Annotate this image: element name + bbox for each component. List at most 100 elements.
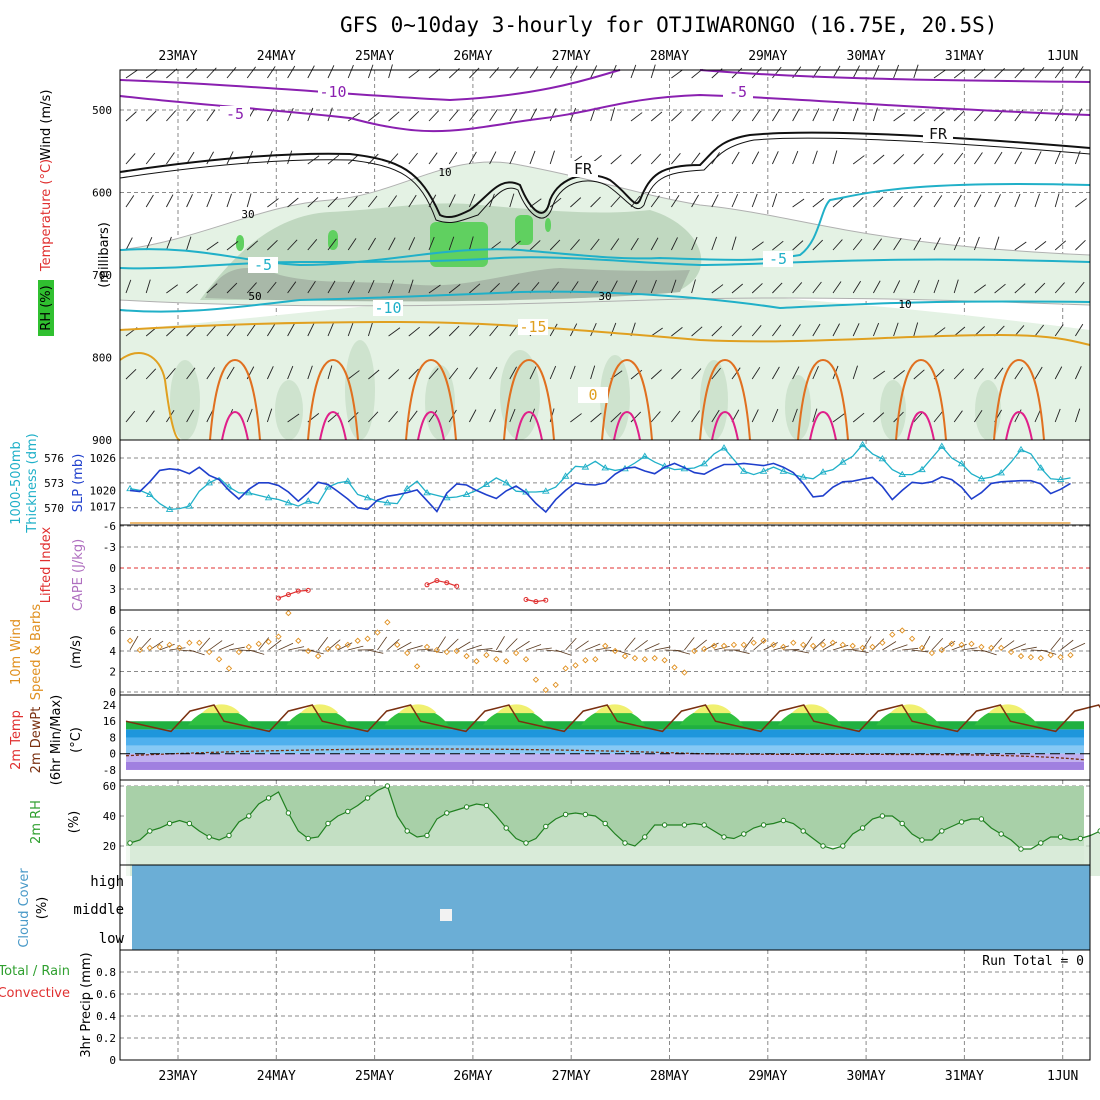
wind-speed-point-34 (463, 652, 470, 660)
isotherm-minus-5 (119, 93, 1091, 133)
rh2m-point-20 (325, 820, 331, 827)
upper-barb-1-37 (872, 107, 878, 122)
upper-barb-6-28 (691, 326, 703, 337)
upper-barb-8-0 (125, 410, 136, 423)
upper-barb-4-30 (731, 236, 737, 251)
surface-barb-76 (882, 641, 897, 651)
upper-barb-6-10 (327, 322, 334, 337)
upper-barb-4-10 (327, 238, 337, 251)
upper-barb-2-32 (771, 151, 779, 165)
upper-barb-8-7 (266, 408, 273, 423)
wind-speed-point-82 (938, 646, 945, 654)
surface-barb-84 (961, 647, 978, 651)
top-date-28MAY: 28MAY (650, 49, 689, 64)
upper-barb-6-6 (246, 324, 256, 337)
lifted-index-point-0-2 (295, 588, 301, 594)
temp-tick-0: 0 (109, 748, 116, 761)
upper-barb-2-42 (974, 152, 983, 165)
upper-barb-0-9 (307, 65, 315, 79)
surface-barb-41 (535, 647, 552, 651)
wind-speed-point-94 (1057, 654, 1064, 661)
upper-barb-5-46 (1054, 282, 1065, 294)
wind-speed-point-20 (324, 645, 332, 653)
cloud-clear-gap (440, 909, 452, 921)
thickness-point-42 (542, 487, 550, 494)
upper-barb-1-16 (448, 109, 459, 122)
upper-barb-8-33 (792, 408, 798, 423)
rh-shade-50 (205, 268, 690, 302)
upper-barb-5-19 (509, 282, 520, 294)
upper-barb-8-18 (489, 409, 496, 423)
upper-barb-1-8 (287, 108, 294, 122)
thickness-point-8 (205, 479, 213, 486)
upper-barb-0-39 (913, 64, 919, 79)
upper-barb-7-9 (307, 365, 313, 380)
contour-label-minus-15: -15 (519, 318, 546, 336)
surface-barb-34 (466, 644, 482, 651)
upper-barb-3-26 (650, 195, 660, 208)
upper-barb-6-23 (590, 323, 597, 337)
upper-barb-3-14 (408, 194, 417, 208)
rh2m-point-80 (919, 837, 925, 843)
contour-label-minus-15-bg (518, 319, 548, 335)
upper-barb-7-7 (266, 366, 274, 380)
wind-speed-point-10 (225, 665, 233, 672)
upper-barb-1-33 (792, 108, 800, 122)
surface-barb-87 (990, 637, 1003, 651)
upper-barb-3-38 (893, 195, 903, 208)
upper-barb-7-0 (125, 368, 137, 380)
rh2m-side-label: 2m RH (29, 800, 44, 844)
upper-barb-0-31 (751, 67, 762, 79)
upper-barb-0-6 (246, 66, 256, 79)
isotherm-diurnal-hot-4 (613, 410, 641, 441)
upper-barb-0-21 (549, 65, 559, 79)
upper-barb-8-29 (711, 409, 720, 423)
upper-barb-7-39 (913, 369, 925, 380)
rh-shade-lower-6 (700, 360, 728, 440)
freezing-level-outer (119, 131, 1091, 219)
surface-barb-15 (278, 642, 294, 651)
upper-barb-8-36 (852, 412, 865, 423)
temp-peak-0 (202, 704, 240, 714)
rh2m-point-86 (978, 816, 985, 822)
rh2m-point-6 (186, 820, 193, 827)
wind-speed-point-78 (899, 627, 906, 634)
upper-barb-6-39 (913, 322, 919, 337)
upper-barb-6-7 (267, 323, 276, 337)
upper-barb-0-17 (469, 67, 480, 79)
wind-speed-point-53 (651, 655, 658, 662)
rh-shade-70-0 (430, 222, 488, 267)
upper-barb-4-7 (267, 239, 278, 251)
upper-barb-1-39 (913, 111, 925, 122)
li-tick--6: -6 (103, 520, 116, 533)
upper-barb-8-47 (1074, 408, 1081, 423)
upper-barb-6-15 (428, 326, 440, 337)
upper-barb-5-34 (812, 281, 822, 294)
upper-barb-3-10 (327, 196, 339, 208)
surface-barb-0 (129, 635, 139, 651)
isotherm-diurnal-7 (895, 358, 947, 441)
pressure-axis-label: (millibars) (97, 222, 112, 288)
cloud-cover-fill (132, 865, 1090, 950)
slp-tick-1020: 1020 (90, 484, 117, 497)
upper-barb-5-42 (974, 284, 986, 294)
upper-barb-0-15 (428, 68, 441, 79)
wind-speed-point-15 (275, 633, 282, 640)
upper-barb-8-25 (630, 411, 642, 423)
isotherm-diurnal-6 (797, 358, 849, 441)
surface-barb-39 (515, 640, 530, 651)
upper-barb-8-3 (186, 409, 194, 423)
rh-label-2: 50 (248, 290, 261, 303)
wind-speed-point-73 (849, 642, 856, 650)
wind-speed-point-91 (1027, 654, 1035, 661)
temp-band-4 (126, 761, 1084, 770)
surface-barb-64 (763, 642, 778, 651)
temp-tick-8: 8 (109, 731, 116, 744)
upper-barb-0-5 (226, 66, 237, 79)
upper-barb-4-41 (953, 237, 961, 251)
rh2m-point-10 (226, 832, 232, 839)
rh2m-point-68 (800, 828, 806, 834)
wind-speed-point-61 (730, 641, 738, 648)
isotherm-diurnal-3 (503, 358, 555, 441)
